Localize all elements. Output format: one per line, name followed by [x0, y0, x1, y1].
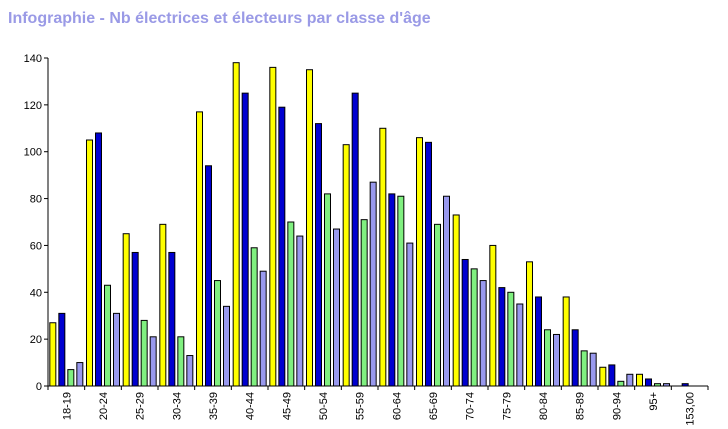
bar — [516, 303, 524, 387]
bars-layer — [49, 62, 689, 387]
bar — [507, 291, 515, 387]
x-tick-label: 90-94 — [611, 392, 623, 420]
bar — [599, 366, 607, 387]
bar — [186, 355, 194, 387]
bar — [479, 280, 487, 387]
bar — [553, 333, 560, 387]
bar — [196, 111, 203, 387]
bar — [278, 106, 286, 387]
x-tick-label: 70-74 — [465, 392, 477, 420]
x-tick-label: 80-84 — [538, 392, 550, 420]
bar — [104, 284, 111, 387]
bar — [58, 312, 66, 387]
x-tick-label: 153,00 — [685, 392, 697, 426]
x-tick-label: 65-69 — [428, 392, 440, 420]
bar — [443, 195, 450, 387]
x-tick-label: 75-79 — [501, 392, 513, 420]
y-tick-label: 40 — [30, 287, 42, 299]
x-tick-label: 50-54 — [318, 392, 330, 420]
bar — [223, 305, 230, 387]
bar — [470, 268, 478, 387]
bar — [113, 312, 120, 387]
bar — [177, 336, 185, 387]
bar — [168, 251, 176, 387]
bar — [589, 352, 597, 387]
bar — [434, 223, 441, 387]
bar — [636, 373, 643, 387]
bar — [498, 287, 506, 387]
bar — [535, 296, 542, 387]
y-tick-label: 60 — [30, 240, 42, 252]
bar — [333, 228, 340, 387]
bar — [306, 69, 313, 387]
bar — [489, 244, 497, 387]
axes-layer: 0 20 40 60 80 100 120 140 18-19 20-24 25-29 30-34 35… — [24, 53, 709, 426]
bar — [241, 92, 249, 387]
x-tick-label: 85-89 — [575, 392, 587, 420]
bar — [617, 380, 625, 387]
bar — [379, 127, 387, 387]
bar — [214, 280, 221, 387]
bar — [86, 139, 93, 387]
bar — [351, 92, 359, 387]
bar — [425, 141, 432, 387]
chart-title: Infographie - Nb électrices et électeurs… — [8, 10, 431, 27]
y-tick-label: 80 — [30, 194, 42, 206]
y-tick-label: 0 — [36, 381, 42, 393]
x-tick-label: 45-49 — [281, 392, 293, 420]
bar — [452, 214, 460, 387]
bar — [95, 132, 102, 387]
bar — [159, 223, 167, 387]
bar — [140, 319, 148, 387]
x-tick-label: 30-34 — [171, 392, 183, 420]
x-tick-label: 55-59 — [355, 392, 367, 420]
bar — [76, 362, 84, 387]
bar — [149, 336, 157, 387]
bar — [626, 373, 634, 387]
y-tick-label: 120 — [24, 100, 42, 112]
bar — [562, 296, 570, 387]
bar — [49, 322, 57, 387]
x-tick-label: 25-29 — [135, 392, 147, 420]
y-tick-label: 20 — [30, 334, 42, 346]
bar — [645, 378, 652, 387]
bar — [269, 66, 277, 387]
bar — [580, 350, 588, 387]
bar — [571, 329, 579, 387]
bar — [287, 221, 295, 387]
x-tick-label: 40-44 — [245, 392, 257, 420]
bar — [406, 242, 414, 387]
x-tick-label: 18-19 — [61, 392, 73, 420]
bar — [67, 369, 75, 387]
bar — [397, 195, 405, 387]
x-tick-label: 95+ — [648, 392, 660, 411]
bar — [232, 62, 240, 387]
bar — [296, 235, 304, 387]
bar — [608, 364, 616, 387]
bar — [416, 137, 423, 387]
bar — [544, 329, 551, 387]
bar — [461, 258, 469, 387]
x-tick-label: 20-24 — [98, 392, 110, 420]
bar — [369, 181, 377, 387]
bar — [131, 251, 139, 387]
bar — [250, 247, 258, 387]
bar — [259, 270, 267, 387]
bar — [205, 165, 212, 387]
x-tick-label: 35-39 — [208, 392, 220, 420]
x-tick-label: 60-64 — [391, 392, 403, 420]
bar — [360, 219, 368, 387]
y-tick-label: 100 — [24, 147, 42, 159]
bar — [342, 144, 350, 387]
bar — [526, 261, 533, 387]
bar — [388, 193, 396, 387]
bar — [315, 123, 322, 387]
bar — [324, 193, 331, 387]
bar — [122, 233, 130, 387]
y-tick-label: 140 — [24, 53, 42, 65]
